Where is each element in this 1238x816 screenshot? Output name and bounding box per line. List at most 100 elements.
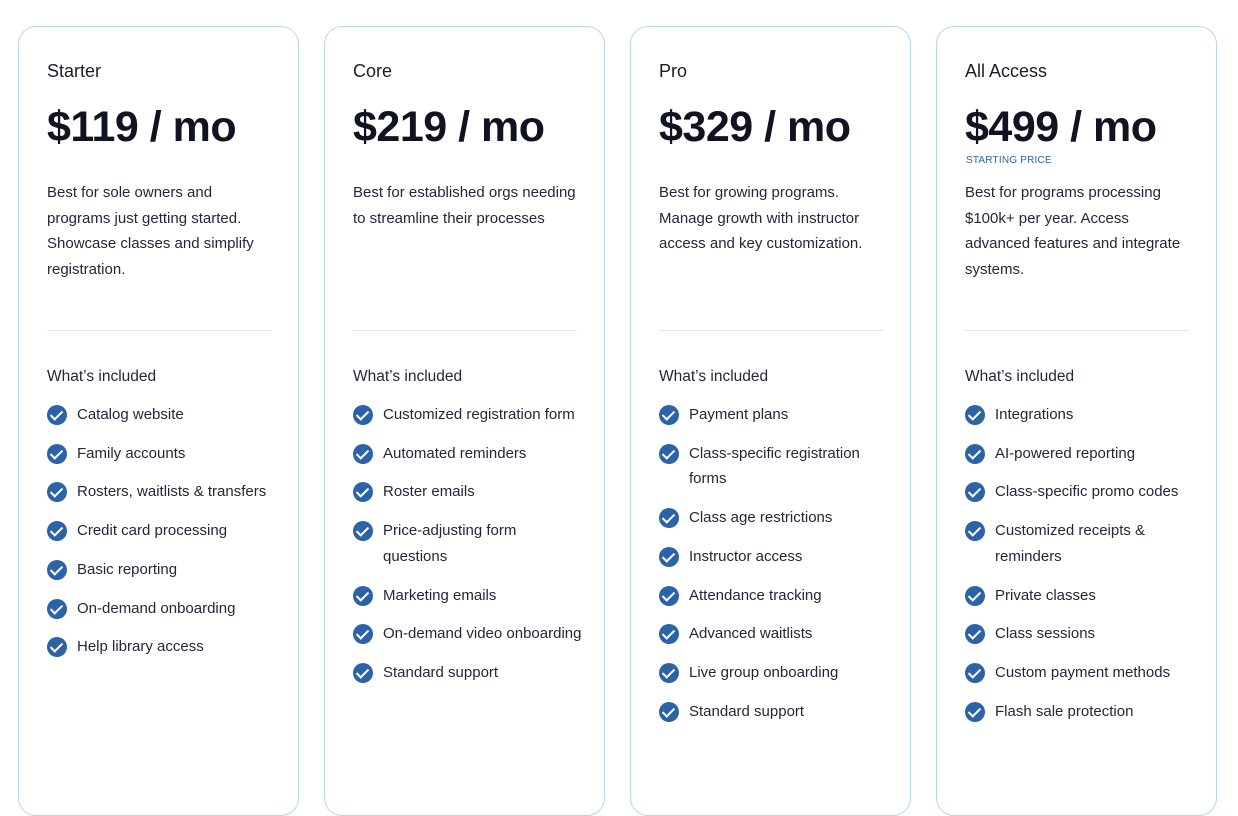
feature-list: Integrations AI-powered reporting Class-…: [965, 405, 1195, 740]
check-circle-icon: [965, 521, 985, 542]
check-circle-icon: [47, 482, 67, 503]
check-circle-icon: [659, 624, 679, 645]
feature-label: Class age restrictions: [689, 509, 833, 527]
check-circle-icon: [47, 443, 67, 464]
feature-label: Custom payment methods: [995, 663, 1171, 681]
plan-card-core: Core $219 / mo Best for established orgs…: [324, 26, 605, 816]
check-circle-icon: [965, 701, 985, 722]
check-circle-icon: [47, 637, 67, 658]
plan-description: Best for growing programs. Manage growth…: [659, 184, 863, 253]
check-circle-icon: [659, 546, 679, 567]
feature-label: On-demand onboarding: [77, 599, 236, 617]
included-heading: What’s included: [353, 368, 463, 385]
feature-label: Help library access: [77, 638, 204, 656]
check-circle-icon: [965, 585, 985, 606]
plan-card-pro: Pro $329 / mo Best for growing programs.…: [630, 26, 911, 816]
plan-name: Core: [353, 61, 393, 81]
divider: [353, 330, 577, 331]
feature-item: Rosters, waitlists & transfers: [47, 482, 277, 505]
check-circle-icon: [353, 662, 373, 683]
feature-item: Private classes: [965, 585, 1195, 609]
feature-label: Flash sale protection: [995, 702, 1134, 720]
feature-label: Rosters, waitlists & transfers: [77, 483, 267, 501]
plan-price: $119 / mo: [47, 103, 237, 151]
feature-item: Basic reporting: [47, 559, 277, 583]
feature-item: Integrations: [965, 405, 1195, 428]
pricing-plans: Starter $119 / mo Best for sole owners a…: [18, 26, 1217, 816]
feature-label: AI-powered reporting: [995, 444, 1136, 462]
feature-item: Roster emails: [353, 482, 583, 505]
feature-label: Integrations: [995, 406, 1074, 423]
check-circle-icon: [353, 585, 373, 606]
check-circle-icon: [353, 624, 373, 645]
feature-label: Customized receipts & reminders: [995, 522, 1146, 565]
plan-description: Best for established orgs needing to str…: [353, 184, 576, 227]
feature-item: On-demand video onboarding: [353, 624, 583, 647]
check-circle-icon: [353, 521, 373, 542]
plan-name: All Access: [965, 61, 1048, 81]
plan-price: $499 / mo: [965, 103, 1157, 151]
check-circle-icon: [965, 662, 985, 683]
plan-price: $219 / mo: [353, 103, 545, 151]
check-circle-icon: [47, 405, 67, 425]
plan-card-starter: Starter $119 / mo Best for sole owners a…: [18, 26, 299, 816]
check-circle-icon: [353, 482, 373, 503]
plan-card-all-access: All Access $499 / mo STARTING PRICE Best…: [936, 26, 1217, 816]
feature-item: Payment plans: [659, 405, 889, 428]
feature-item: Customized registration form: [353, 405, 583, 428]
check-circle-icon: [353, 443, 373, 464]
feature-item: Custom payment methods: [965, 662, 1195, 686]
feature-label: On-demand video onboarding: [383, 625, 582, 643]
feature-label: Marketing emails: [383, 586, 497, 604]
feature-label: Credit card processing: [77, 522, 228, 540]
feature-label: Live group onboarding: [689, 663, 839, 681]
plan-description: Best for sole owners and programs just g…: [47, 184, 254, 279]
feature-label: Automated reminders: [383, 444, 527, 462]
check-circle-icon: [965, 443, 985, 464]
check-circle-icon: [353, 405, 373, 425]
feature-label: Class-specific promo codes: [995, 483, 1179, 501]
feature-label: Standard support: [383, 663, 499, 681]
feature-item: Live group onboarding: [659, 662, 889, 686]
feature-label: Basic reporting: [77, 560, 178, 578]
feature-item: Standard support: [353, 662, 583, 686]
feature-label: Attendance tracking: [689, 586, 822, 604]
feature-item: Class-specific promo codes: [965, 482, 1195, 505]
feature-item: AI-powered reporting: [965, 443, 1195, 467]
check-circle-icon: [47, 521, 67, 542]
feature-item: Price-adjusting form questions: [353, 521, 583, 569]
feature-label: Payment plans: [689, 406, 789, 423]
divider: [659, 330, 883, 331]
feature-item: Attendance tracking: [659, 585, 889, 609]
feature-label: Price-adjusting form questions: [383, 522, 517, 565]
plan-price: $329 / mo: [659, 103, 851, 151]
check-circle-icon: [659, 405, 679, 425]
feature-item: Class sessions: [965, 624, 1195, 647]
check-circle-icon: [659, 662, 679, 683]
feature-label: Class sessions: [995, 625, 1096, 643]
included-heading: What’s included: [965, 368, 1075, 385]
divider: [47, 330, 271, 331]
feature-label: Standard support: [689, 702, 805, 720]
check-circle-icon: [965, 624, 985, 645]
feature-item: Flash sale protection: [965, 701, 1195, 725]
feature-item: On-demand onboarding: [47, 598, 277, 622]
feature-item: Marketing emails: [353, 585, 583, 609]
feature-item: Advanced waitlists: [659, 624, 889, 647]
feature-label: Roster emails: [383, 483, 475, 501]
feature-label: Instructor access: [689, 547, 803, 565]
feature-item: Class-specific registration forms: [659, 443, 889, 492]
plan-name: Pro: [659, 61, 688, 81]
check-circle-icon: [659, 443, 679, 464]
feature-label: Private classes: [995, 586, 1096, 604]
feature-list: Catalog website Family accounts Rosters,…: [47, 405, 277, 676]
feature-label: Catalog website: [77, 406, 184, 423]
feature-label: Class-specific registration forms: [689, 444, 860, 488]
feature-item: Family accounts: [47, 443, 277, 467]
feature-label: Advanced waitlists: [689, 625, 813, 643]
check-circle-icon: [659, 701, 679, 722]
check-circle-icon: [659, 585, 679, 606]
feature-item: Credit card processing: [47, 521, 277, 544]
feature-list: Payment plans Class-specific registratio…: [659, 405, 889, 740]
feature-item: Help library access: [47, 637, 277, 660]
